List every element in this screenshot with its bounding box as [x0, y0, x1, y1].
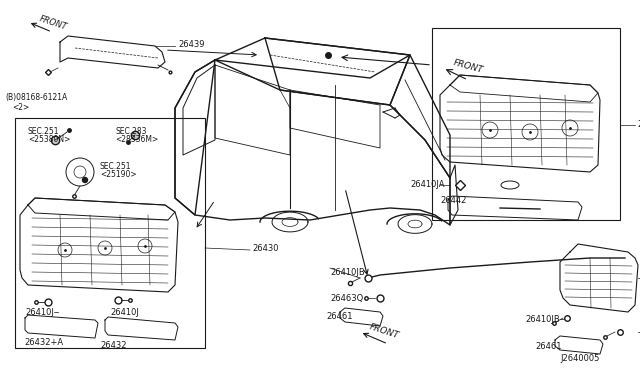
Text: 26410JB: 26410JB	[330, 268, 365, 277]
Text: 26410J: 26410J	[110, 308, 139, 317]
Text: (B)08168-6121A: (B)08168-6121A	[5, 93, 67, 102]
Text: FRONT: FRONT	[368, 322, 400, 340]
Text: 26410JA: 26410JA	[410, 180, 445, 189]
Bar	[15, 118, 205, 348]
Text: 26432+A: 26432+A	[24, 338, 63, 347]
Text: <25190>: <25190>	[100, 170, 136, 179]
Text: J2640005: J2640005	[560, 354, 600, 363]
Text: FRONT: FRONT	[452, 58, 484, 75]
Text: 26442: 26442	[440, 196, 467, 205]
Text: <28336M>: <28336M>	[115, 135, 158, 144]
Text: SEC.251: SEC.251	[100, 162, 131, 171]
Text: FRONT: FRONT	[38, 14, 68, 32]
Text: 26439: 26439	[178, 40, 205, 49]
Text: 26461: 26461	[326, 312, 353, 321]
Text: 26463Q: 26463Q	[330, 294, 364, 303]
Text: <2>: <2>	[12, 103, 29, 112]
Bar	[432, 28, 620, 220]
Text: SEC.283: SEC.283	[115, 127, 147, 136]
Text: 26410J‒: 26410J‒	[25, 308, 60, 317]
Text: SEC.251: SEC.251	[28, 127, 60, 136]
Text: 26461: 26461	[535, 342, 561, 351]
Text: 26432: 26432	[100, 341, 127, 350]
Text: <25380N>: <25380N>	[28, 135, 70, 144]
Text: 26410W: 26410W	[637, 120, 640, 129]
Text: 26410JB‒: 26410JB‒	[525, 315, 565, 324]
Text: 26430: 26430	[252, 244, 278, 253]
Circle shape	[83, 177, 88, 183]
